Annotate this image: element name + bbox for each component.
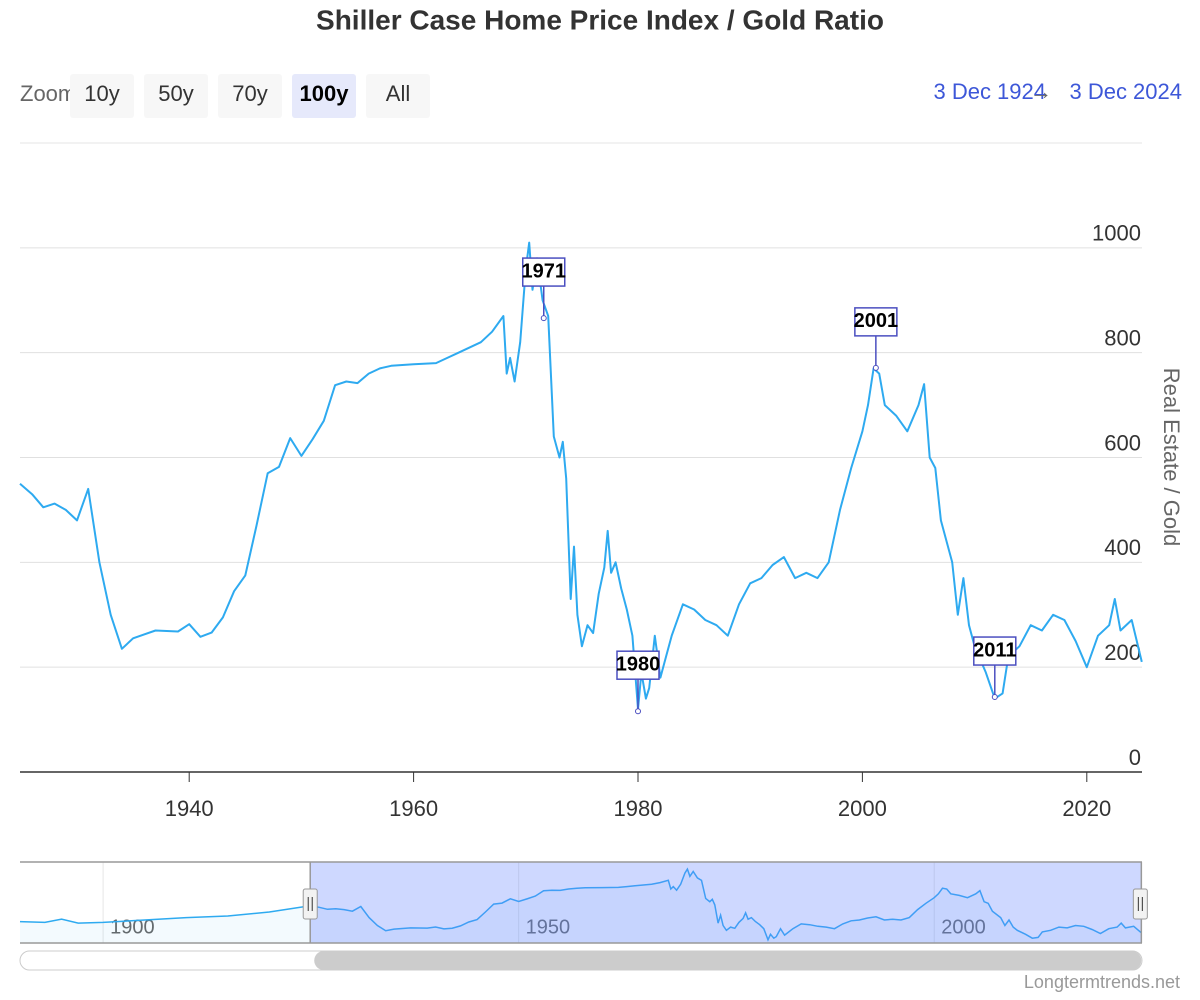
flag-box (973, 636, 1017, 666)
y-tick-label: 600 (1104, 430, 1141, 455)
navigator-handle[interactable] (1132, 888, 1148, 920)
flag-point (634, 708, 641, 715)
flag-label: 2011 (973, 639, 1016, 661)
range-button[interactable] (292, 74, 356, 118)
range-from[interactable]: 3 Dec 1924 (933, 79, 1046, 104)
range-button-label[interactable]: 70y (232, 81, 267, 106)
range-button[interactable] (144, 74, 208, 118)
y-tick-label: 400 (1104, 535, 1141, 560)
flag-point (872, 364, 879, 371)
navigator-handle-grip (307, 897, 313, 911)
chart-title: Shiller Case Home Price Index / Gold Rat… (316, 4, 884, 35)
navigator-mask[interactable] (310, 862, 1142, 943)
range-button-label[interactable]: 100y (300, 81, 350, 106)
y-tick-label: 800 (1104, 325, 1141, 350)
credits[interactable]: Longtermtrends.net (1024, 972, 1180, 992)
flag-label: 1971 (521, 260, 566, 282)
flag-point (991, 694, 998, 701)
y-tick-label: 0 (1129, 745, 1141, 770)
navigator-bg (20, 862, 1142, 943)
y-tick-label: 1000 (1092, 221, 1141, 246)
x-tick-label: 2000 (838, 796, 887, 821)
range-button-label[interactable]: 50y (158, 81, 193, 106)
y-tick-label: 200 (1104, 640, 1141, 665)
x-tick-label: 2020 (1062, 796, 1111, 821)
navigator-area (20, 905, 311, 943)
y-axis-title: Real Estate / Gold (1159, 368, 1184, 547)
range-button[interactable] (70, 74, 134, 118)
data-line (19, 241, 1143, 711)
flag-box (854, 307, 898, 337)
navigator-tick-label: 1950 (526, 916, 571, 938)
navigator-area (310, 869, 1142, 943)
range-button-label[interactable]: All (386, 81, 410, 106)
range-button-label[interactable]: 10y (84, 81, 119, 106)
zoom-label: Zoom (20, 81, 76, 106)
flag-box (616, 650, 660, 680)
range-button[interactable] (218, 74, 282, 118)
navigator-line (310, 867, 1142, 942)
navigator-handle[interactable] (302, 888, 318, 920)
range-to[interactable]: 3 Dec 2024 (1069, 79, 1182, 104)
flag-box (521, 257, 566, 287)
navigator-outline (20, 861, 1143, 944)
x-tick-label: 1940 (165, 796, 214, 821)
flag-label: 2001 (854, 310, 899, 332)
navigator-tick-label: 2000 (941, 916, 986, 938)
flag-label: 1980 (616, 653, 661, 675)
x-tick-label: 1980 (614, 796, 663, 821)
scrollbar-thumb[interactable] (314, 951, 1142, 970)
x-tick-label: 1960 (389, 796, 438, 821)
range-separator: → (1030, 79, 1052, 104)
range-button[interactable] (366, 74, 430, 118)
navigator-line (19, 904, 311, 924)
navigator-handle-grip (1137, 897, 1143, 911)
flag-point (540, 315, 547, 322)
